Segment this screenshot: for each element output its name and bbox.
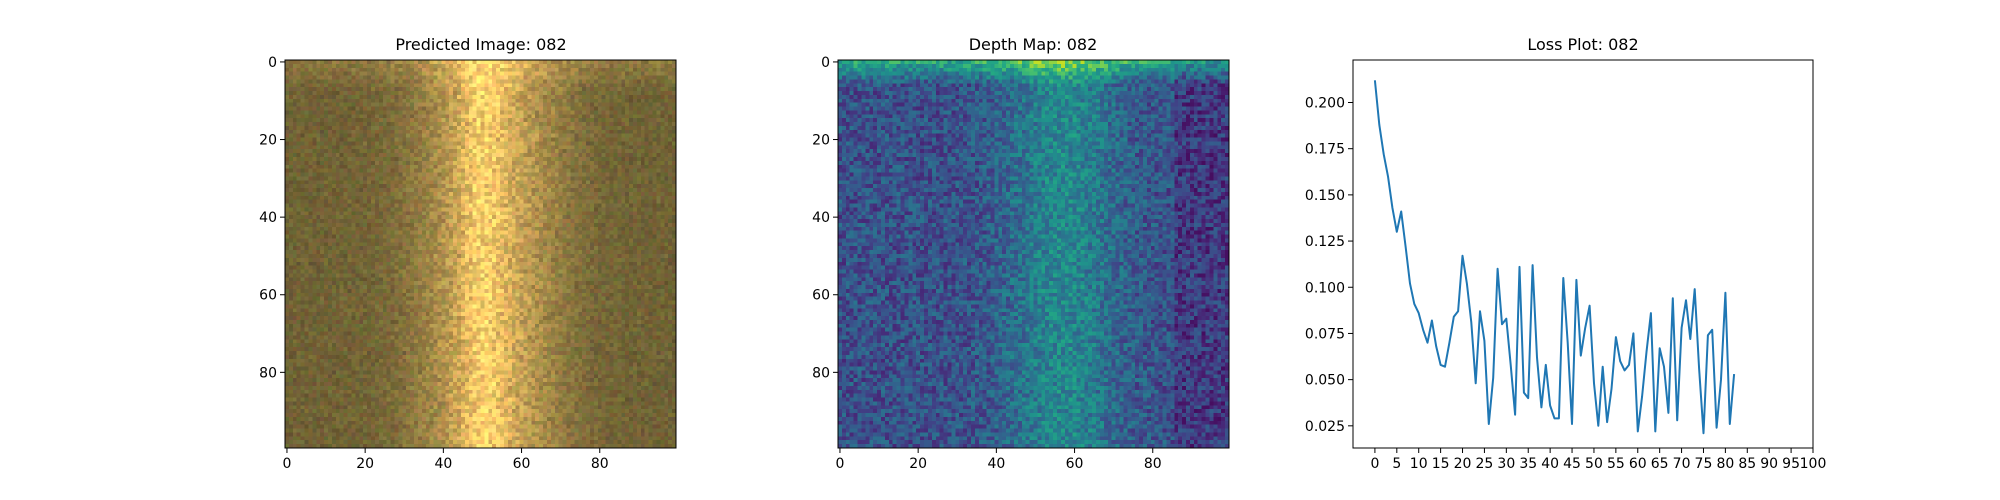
y-tick-label: 80 — [259, 365, 277, 381]
x-tick-label: 60 — [1066, 456, 1084, 472]
depth-map-heatmap — [838, 60, 1229, 448]
x-tick-label: 75 — [1695, 456, 1713, 472]
axes-frame — [837, 59, 1230, 449]
x-tick-label: 85 — [1738, 456, 1756, 472]
heatmap-pixels — [285, 60, 676, 448]
x-tick-label: 5 — [1392, 456, 1401, 472]
y-tick-label: 40 — [812, 210, 830, 226]
x-tick-label: 65 — [1651, 456, 1669, 472]
x-tick-label: 50 — [1585, 456, 1603, 472]
x-tick-label: 15 — [1432, 456, 1450, 472]
y-tick-label: 0.125 — [1305, 234, 1345, 250]
x-tick-label: 20 — [356, 456, 374, 472]
panel-predicted-image: Predicted Image: 082 0 20 40 60 80 0 20 40 60 80 — [259, 35, 677, 472]
x-tick-label: 40 — [987, 456, 1005, 472]
y-tick-label: 0.200 — [1305, 95, 1345, 111]
panel-depth-map: Depth Map: 082 0 20 40 60 80 0 20 40 60 80 — [812, 35, 1230, 472]
x-tick-label: 20 — [1454, 456, 1472, 472]
panel-title: Predicted Image: 082 — [395, 35, 566, 54]
x-tick-label: 30 — [1497, 456, 1515, 472]
predicted-image-heatmap — [285, 60, 676, 448]
axis-ticks: 0 20 40 60 80 0 20 40 60 80 — [259, 55, 608, 472]
axes-frame — [1352, 59, 1814, 449]
x-tick-label: 70 — [1673, 456, 1691, 472]
y-tick-label: 0 — [268, 55, 277, 71]
y-tick-label: 0.025 — [1305, 419, 1345, 435]
x-tick-label: 20 — [909, 456, 927, 472]
x-tick-label: 100 — [1800, 456, 1827, 472]
x-tick-label: 90 — [1760, 456, 1778, 472]
heatmap-pixels — [838, 60, 1229, 448]
x-tick-label: 0 — [1370, 456, 1379, 472]
panel-loss-plot: Loss Plot: 082 0 5 10 15 20 25 30 35 40 45 50 55 60 6… — [1305, 35, 1826, 472]
y-tick-label: 0.075 — [1305, 326, 1345, 342]
x-tick-label: 60 — [513, 456, 531, 472]
y-tick-label: 20 — [812, 133, 830, 149]
y-tick-label: 0.175 — [1305, 142, 1345, 158]
panel-title: Loss Plot: 082 — [1527, 35, 1638, 54]
axis-ticks: 0 5 10 15 20 25 30 35 40 45 50 55 60 65 70 75 80 85 90 95 10… — [1305, 95, 1826, 472]
x-tick-label: 45 — [1563, 456, 1581, 472]
loss-series-points — [1374, 80, 1735, 434]
y-tick-label: 40 — [259, 210, 277, 226]
x-tick-label: 0 — [835, 456, 844, 472]
x-tick-label: 0 — [282, 456, 291, 472]
x-tick-label: 40 — [434, 456, 452, 472]
y-tick-label: 0.100 — [1305, 280, 1345, 296]
panel-title: Depth Map: 082 — [969, 35, 1098, 54]
x-tick-label: 55 — [1607, 456, 1625, 472]
y-tick-label: 60 — [812, 288, 830, 304]
y-tick-label: 0.150 — [1305, 188, 1345, 204]
y-tick-label: 0 — [821, 55, 830, 71]
y-tick-label: 60 — [259, 288, 277, 304]
y-tick-label: 20 — [259, 133, 277, 149]
x-tick-label: 80 — [1716, 456, 1734, 472]
x-tick-label: 40 — [1541, 456, 1559, 472]
axis-ticks: 0 20 40 60 80 0 20 40 60 80 — [812, 55, 1161, 472]
x-tick-label: 10 — [1410, 456, 1428, 472]
loss-series-line — [1373, 80, 1736, 435]
x-tick-label: 35 — [1519, 456, 1537, 472]
y-tick-label: 80 — [812, 365, 830, 381]
x-tick-label: 80 — [1144, 456, 1162, 472]
y-tick-label: 0.050 — [1305, 373, 1345, 389]
x-tick-label: 25 — [1476, 456, 1494, 472]
axes-frame — [284, 59, 677, 449]
x-tick-label: 80 — [591, 456, 609, 472]
x-tick-label: 60 — [1629, 456, 1647, 472]
x-tick-label: 95 — [1782, 456, 1800, 472]
